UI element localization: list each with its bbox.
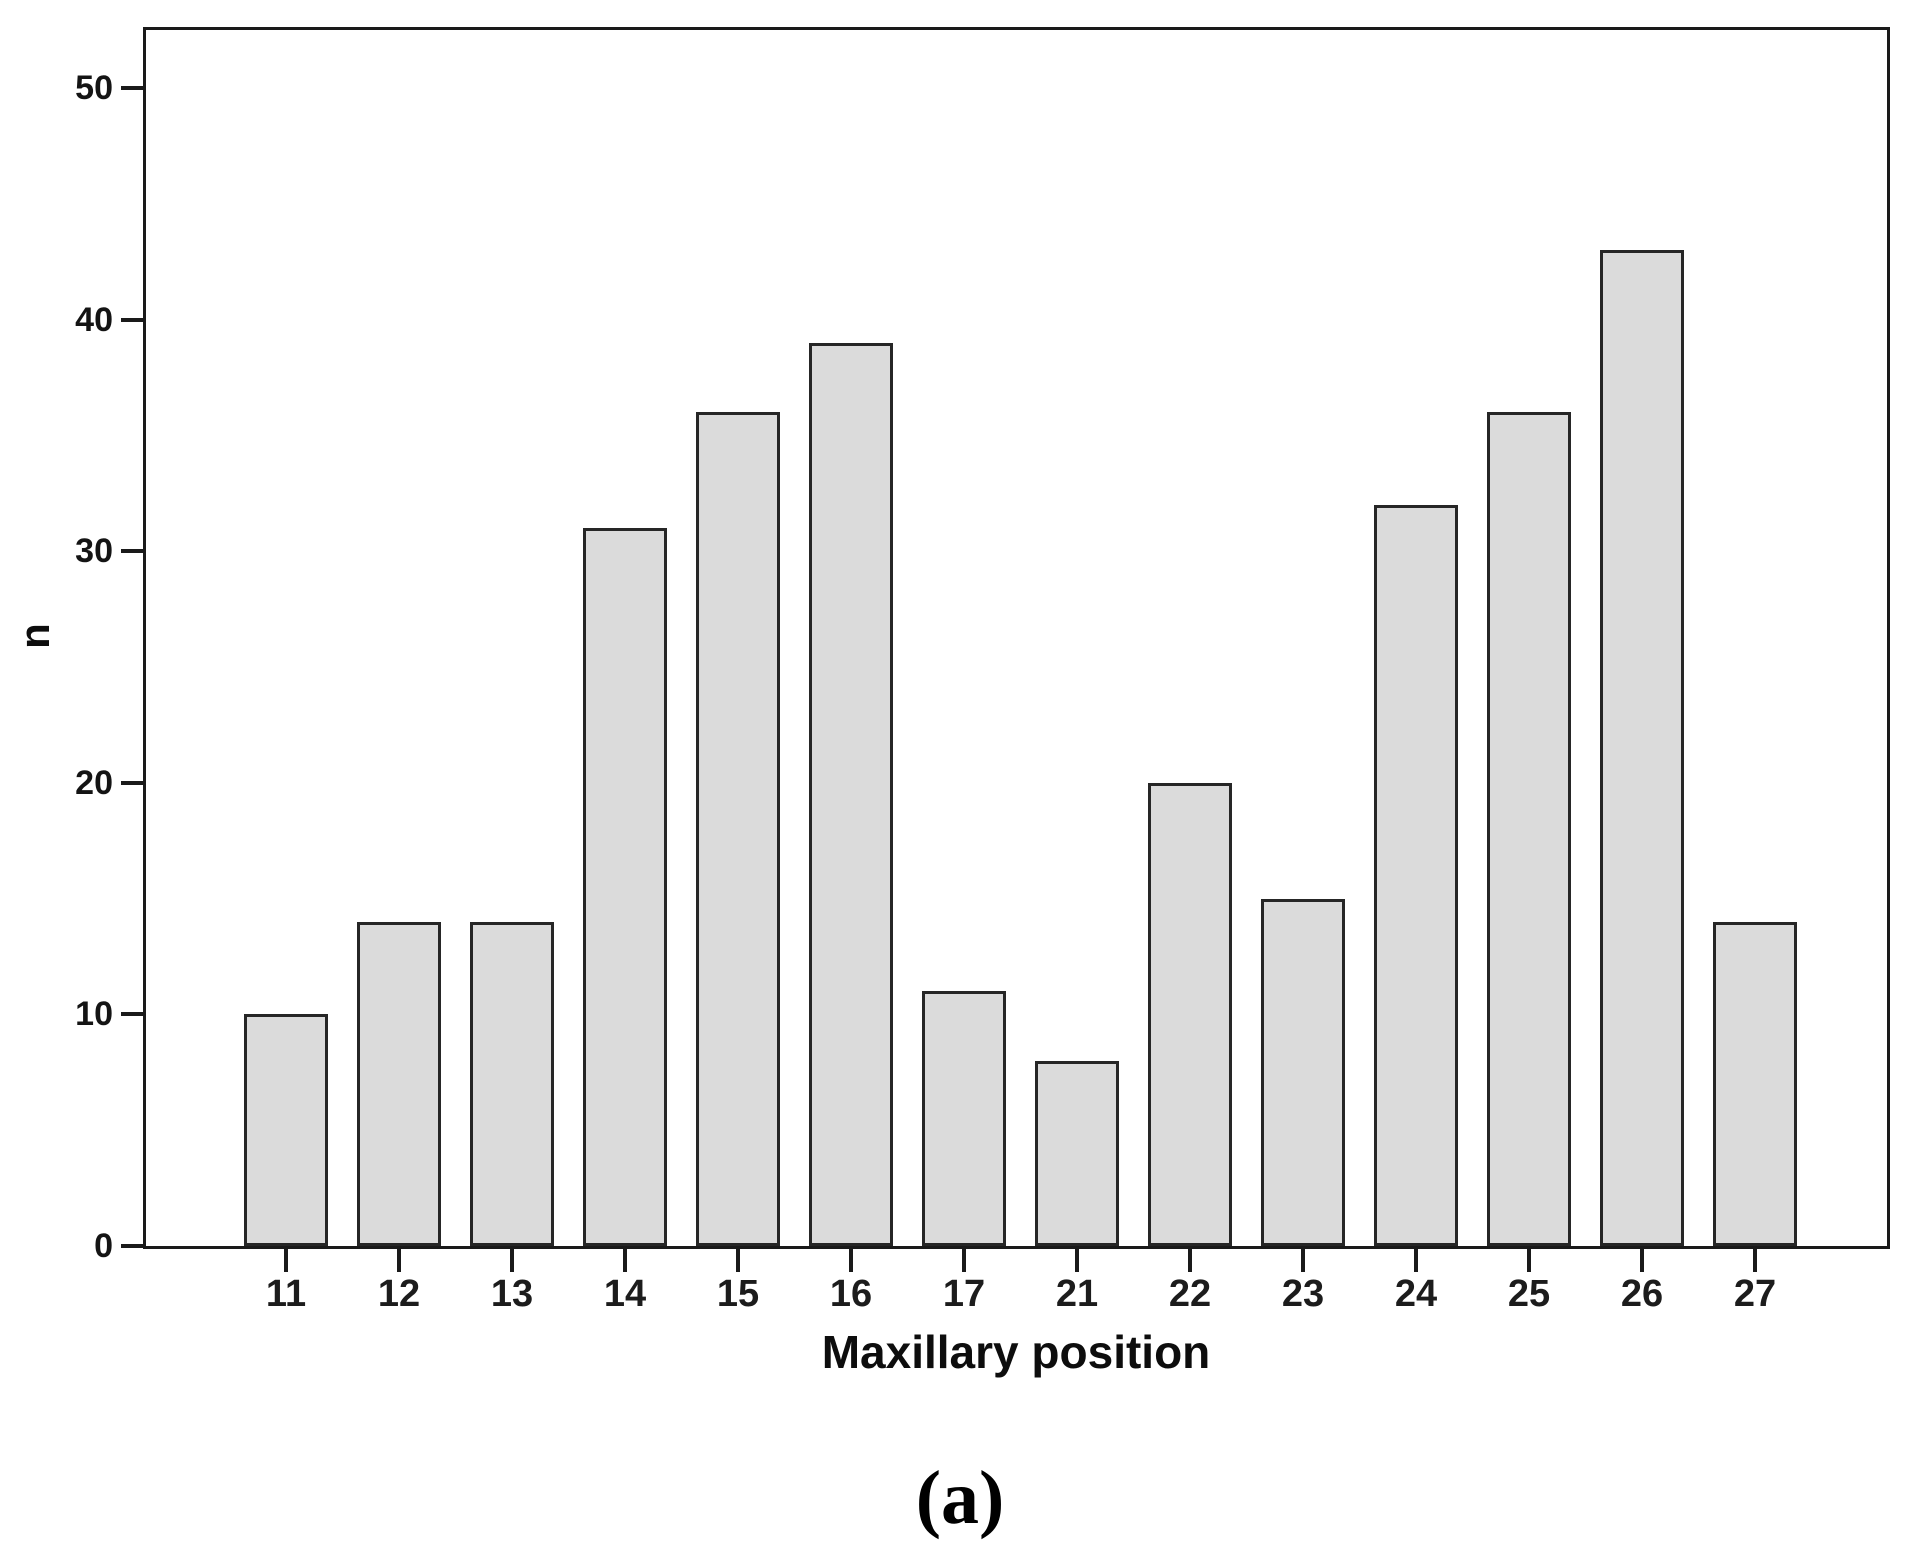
bar-14 (583, 528, 667, 1246)
x-tick-mark-25 (1527, 1249, 1531, 1272)
bar-22 (1148, 783, 1232, 1246)
y-tick-label-20: 20 (75, 764, 113, 802)
y-axis-title: n (11, 623, 58, 649)
x-tick-mark-14 (623, 1249, 627, 1272)
x-tick-label-17: 17 (942, 1273, 986, 1315)
x-tick-label-21: 21 (1055, 1273, 1099, 1315)
bar-23 (1261, 899, 1345, 1246)
bar-26 (1600, 250, 1684, 1246)
x-tick-label-22: 22 (1168, 1273, 1212, 1315)
x-tick-label-12: 12 (377, 1273, 421, 1315)
y-tick-mark-10 (121, 1012, 143, 1016)
x-tick-mark-27 (1753, 1249, 1757, 1272)
x-tick-mark-13 (510, 1249, 514, 1272)
x-tick-label-23: 23 (1281, 1273, 1325, 1315)
y-tick-label-10: 10 (75, 995, 113, 1033)
y-tick-mark-50 (121, 86, 143, 90)
bar-11 (244, 1014, 328, 1246)
bar-15 (696, 412, 780, 1246)
y-tick-mark-40 (121, 318, 143, 322)
bar-24 (1374, 505, 1458, 1246)
x-tick-label-16: 16 (829, 1273, 873, 1315)
x-tick-mark-17 (962, 1249, 966, 1272)
y-tick-mark-20 (121, 781, 143, 785)
x-tick-mark-21 (1075, 1249, 1079, 1272)
x-tick-mark-22 (1188, 1249, 1192, 1272)
x-tick-mark-11 (284, 1249, 288, 1272)
x-tick-mark-24 (1414, 1249, 1418, 1272)
x-tick-label-25: 25 (1507, 1273, 1551, 1315)
bar-25 (1487, 412, 1571, 1246)
y-tick-label-0: 0 (94, 1227, 113, 1265)
x-tick-label-27: 27 (1733, 1273, 1777, 1315)
x-tick-label-24: 24 (1394, 1273, 1438, 1315)
x-tick-label-26: 26 (1620, 1273, 1664, 1315)
x-tick-mark-16 (849, 1249, 853, 1272)
x-tick-mark-12 (397, 1249, 401, 1272)
y-tick-label-50: 50 (75, 69, 113, 107)
x-tick-label-13: 13 (490, 1273, 534, 1315)
x-axis-title: Maxillary position (821, 1326, 1211, 1378)
x-tick-mark-26 (1640, 1249, 1644, 1272)
y-tick-label-40: 40 (75, 301, 113, 339)
y-tick-mark-30 (121, 549, 143, 553)
bar-16 (809, 343, 893, 1246)
y-tick-mark-0 (121, 1244, 143, 1248)
bar-12 (357, 922, 441, 1246)
bar-17 (922, 991, 1006, 1246)
figure-caption: (a) (915, 1456, 1005, 1540)
x-tick-label-11: 11 (265, 1273, 307, 1315)
x-tick-mark-15 (736, 1249, 740, 1272)
bar-13 (470, 922, 554, 1246)
x-tick-mark-23 (1301, 1249, 1305, 1272)
bar-21 (1035, 1061, 1119, 1246)
y-tick-label-30: 30 (75, 532, 113, 570)
x-tick-label-15: 15 (716, 1273, 760, 1315)
bar-27 (1713, 922, 1797, 1246)
x-tick-label-14: 14 (603, 1273, 647, 1315)
